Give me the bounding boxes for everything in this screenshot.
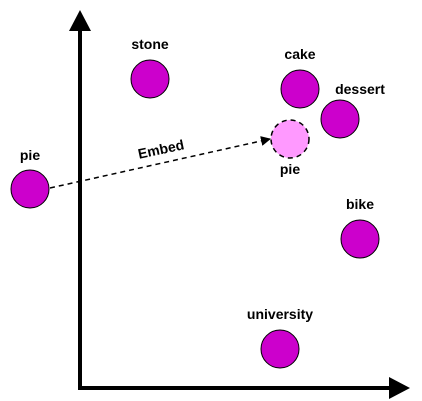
point-stone-label: stone <box>131 36 169 52</box>
point-bike-label: bike <box>346 196 374 212</box>
point-university-label: university <box>247 306 313 322</box>
source-point-pie <box>10 169 50 209</box>
point-bike <box>340 219 380 259</box>
embedded-point-pie <box>270 119 310 159</box>
y-axis-arrowhead <box>69 10 91 31</box>
point-university <box>260 329 300 369</box>
embed-arrow-label: Embed <box>136 136 185 161</box>
point-cake <box>280 69 320 109</box>
embed-arrow <box>49 136 271 189</box>
point-dessert-label: dessert <box>335 81 385 97</box>
x-axis-arrowhead <box>389 377 410 399</box>
point-dessert <box>320 99 360 139</box>
point-cake-label: cake <box>284 46 315 62</box>
embedded-point-label: pie <box>280 161 300 177</box>
point-stone <box>130 59 170 99</box>
source-point-label: pie <box>20 147 40 163</box>
